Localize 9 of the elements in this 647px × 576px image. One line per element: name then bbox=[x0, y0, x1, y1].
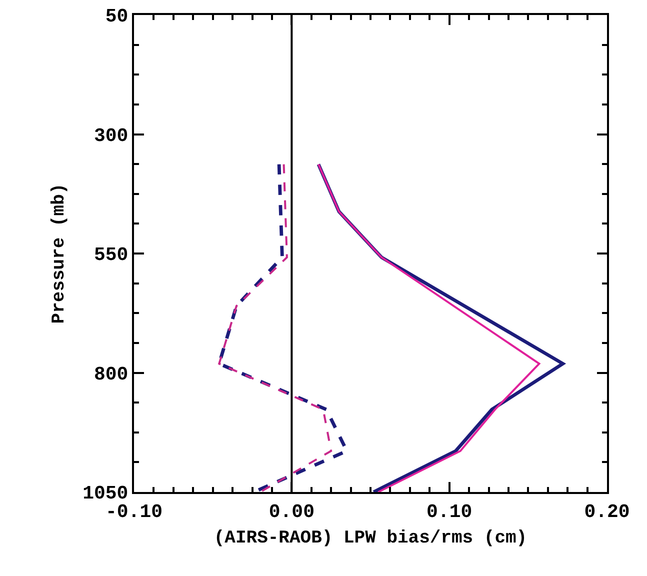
y-tick-label: 550 bbox=[94, 244, 128, 266]
y-tick-label: 300 bbox=[94, 124, 128, 147]
x-axis-title: (AIRS-RAOB) LPW bias/rms (cm) bbox=[214, 528, 528, 548]
y-axis-title: Pressure (mb) bbox=[49, 183, 70, 324]
y-tick-label: 50 bbox=[105, 6, 128, 28]
x-tick-label: 0.00 bbox=[268, 500, 314, 523]
x-tick-label: 0.10 bbox=[426, 500, 472, 523]
y-tick-label: 800 bbox=[94, 363, 128, 386]
x-tick-label: 0.20 bbox=[584, 500, 630, 523]
